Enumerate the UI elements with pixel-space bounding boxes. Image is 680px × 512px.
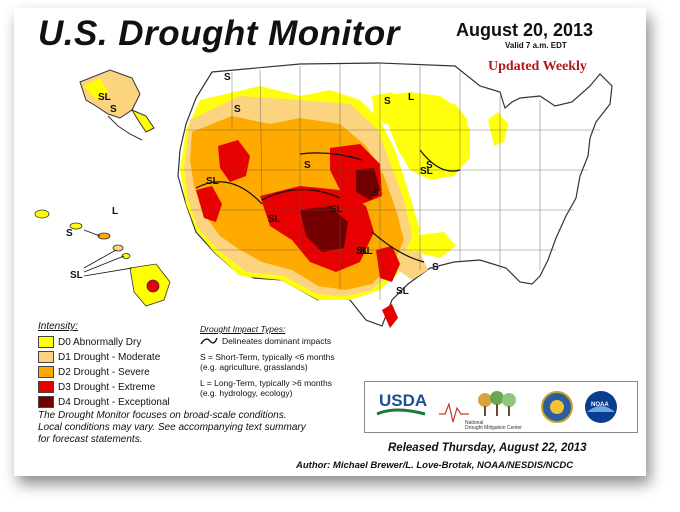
impact-label: S	[234, 104, 241, 115]
impact-lines	[195, 149, 461, 263]
impact-title: Drought Impact Types:	[200, 324, 286, 334]
legend-item: D0 Abnormally Dry	[38, 335, 196, 349]
author-credit: Author: Michael Brewer/L. Love-Brotak, N…	[296, 460, 574, 471]
impact-label: SL	[396, 286, 409, 297]
d3-texas-gulf	[382, 304, 398, 328]
short-term-line1: S = Short-Term, typically <6 months	[200, 352, 335, 362]
legend-swatch	[38, 381, 54, 393]
usda-logo: USDA	[376, 391, 427, 416]
impact-label: S	[372, 188, 379, 199]
noaa-logo: NOAA	[585, 391, 617, 423]
d3-california	[196, 186, 222, 222]
long-term-line2: (e.g. hydrology, ecology)	[200, 388, 293, 398]
svg-text:USDA: USDA	[379, 391, 427, 410]
legend-item: D1 Drought - Moderate	[38, 350, 196, 364]
state-lines	[180, 64, 600, 300]
disclaimer-note: The Drought Monitor focuses on broad-sca…	[38, 410, 358, 446]
hawaii-pointers	[83, 229, 133, 277]
legend-label: D0 Abnormally Dry	[58, 336, 142, 348]
note-line: for forecast statements.	[38, 434, 143, 445]
impact-label: SL	[206, 176, 219, 187]
impact-legend: Drought Impact Types: Delineates dominan…	[200, 324, 370, 398]
delineation-line-icon	[200, 337, 218, 345]
map-date: August 20, 2013	[456, 20, 594, 40]
d4-new-mexico	[300, 206, 348, 252]
impact-label: SL	[356, 246, 369, 257]
legend-item: D3 Drought - Extreme	[38, 380, 196, 394]
impact-label: SL	[420, 166, 433, 177]
alaska-panhandle	[130, 108, 155, 133]
valid-time: Valid 7 a.m. EDT	[505, 41, 567, 50]
impact-label: S	[384, 96, 391, 107]
legend-item: D2 Drought - Severe	[38, 365, 196, 379]
legend-label: D1 Drought - Moderate	[58, 351, 161, 363]
impact-label: L	[408, 92, 415, 103]
note-line: Local conditions may vary. See accompany…	[38, 422, 306, 433]
legend-swatch	[38, 336, 54, 348]
d0-midwest	[430, 104, 468, 140]
legend-swatch	[38, 396, 54, 408]
impact-label: SL	[70, 270, 83, 281]
svg-text:National: National	[465, 420, 483, 426]
update-frequency: Updated Weekly	[488, 59, 587, 74]
impact-label: SL	[360, 246, 373, 257]
legend-item: D4 Drought - Exceptional	[38, 395, 196, 409]
map-title: U.S. Drought Monitor	[38, 14, 400, 53]
svg-text:Drought Mitigation Center: Drought Mitigation Center	[465, 425, 522, 431]
d3-texas	[376, 246, 400, 282]
delineation-row: Delineates dominant impacts	[200, 336, 370, 346]
legend-label: D2 Drought - Severe	[58, 366, 150, 378]
d0-michigan	[488, 112, 508, 146]
logos-strip: USDA National Drought Mitigation Center …	[376, 391, 617, 431]
legend-title: Intensity:	[38, 321, 79, 332]
impact-label: SL	[98, 92, 111, 103]
doc-seal-icon	[541, 391, 573, 423]
intensity-legend: Intensity: D0 Abnormally Dry D1 Drought …	[38, 321, 196, 410]
agency-logos: USDA National Drought Mitigation Center …	[364, 381, 638, 433]
long-term-line1: L = Long-Term, typically >6 months	[200, 378, 332, 388]
impact-label: S	[432, 262, 439, 273]
impact-label: S	[304, 160, 311, 171]
impact-label: S	[224, 72, 231, 83]
d4-kansas	[356, 168, 380, 200]
impact-label: SL	[268, 214, 281, 225]
impact-label: SL	[330, 204, 343, 215]
legend-label: D4 Drought - Exceptional	[58, 396, 170, 408]
ndmc-logo: National Drought Mitigation Center	[439, 391, 522, 431]
d3-nevada	[218, 140, 250, 182]
alaska-chain	[107, 115, 143, 141]
d4-regions	[300, 168, 380, 252]
impact-label: S	[110, 104, 117, 115]
impact-label: S	[426, 160, 433, 171]
hawaii-islands	[34, 209, 171, 307]
note-line: The Drought Monitor focuses on broad-sca…	[38, 410, 287, 421]
legend-swatch	[38, 351, 54, 363]
legend-label: D3 Drought - Extreme	[58, 381, 156, 393]
short-term-line2: (e.g. agriculture, grasslands)	[200, 362, 308, 372]
legend-swatch	[38, 366, 54, 378]
impact-label: S	[66, 228, 73, 239]
impact-label: L	[112, 206, 119, 217]
delineation-label: Delineates dominant impacts	[222, 336, 332, 346]
svg-text:NOAA: NOAA	[591, 402, 609, 408]
alaska-d0	[84, 78, 108, 100]
d0-oklahoma	[410, 232, 456, 258]
release-date: Released Thursday, August 22, 2013	[388, 442, 587, 454]
